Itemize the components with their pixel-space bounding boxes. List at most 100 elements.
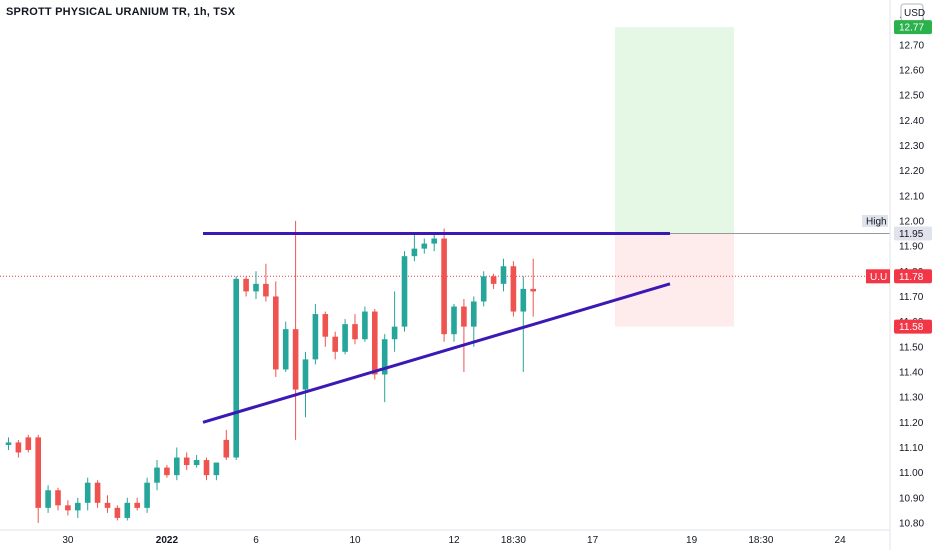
candle-body (461, 306, 467, 327)
candle-body (94, 482, 101, 503)
candle-body (35, 437, 41, 508)
y-tick-label: 11.30 (899, 393, 924, 404)
y-tick-label: 11.50 (899, 342, 924, 353)
x-tick-label: 10 (349, 535, 361, 546)
x-tick-label: 6 (253, 535, 259, 546)
candle-body (183, 457, 190, 466)
y-tick-label: 12.00 (899, 216, 924, 227)
candle-body (154, 467, 160, 483)
candle-body (263, 283, 269, 297)
candle-body (5, 442, 12, 445)
target-price-tag-bg (894, 20, 932, 35)
candle-body (233, 278, 239, 458)
x-tick-label: 30 (62, 535, 74, 546)
y-tick-label: 11.40 (899, 367, 924, 378)
candle-body (75, 502, 81, 511)
symbol-label: U.U (870, 272, 887, 283)
chart-title: SPROTT PHYSICAL URANIUM TR, 1h, TSX (6, 6, 236, 18)
high-price-tag-bg (894, 226, 932, 241)
candle-body (411, 248, 418, 257)
y-tick-label: 12.50 (899, 91, 924, 102)
last-price-tag-text: 11.78 (899, 272, 924, 283)
currency-label: USD (904, 8, 925, 19)
candle-body (124, 502, 131, 518)
y-tick-label: 11.00 (899, 468, 924, 479)
candle-body (421, 243, 428, 249)
candle-body (203, 460, 210, 476)
last-price-tag-bg (894, 269, 932, 284)
candle-body (25, 437, 32, 450)
candle-body (164, 467, 170, 476)
candle-body (223, 439, 230, 458)
candle-body (500, 266, 507, 284)
y-tick-label: 11.20 (899, 418, 924, 429)
x-tick-label: 19 (686, 535, 698, 546)
candle-body (193, 460, 200, 466)
candle-body (431, 238, 437, 244)
x-tick-label: 18:30 (748, 535, 773, 546)
x-tick-label: 18:30 (501, 535, 526, 546)
high-label-bg (862, 214, 888, 227)
high-label: High (866, 216, 887, 227)
candle-body (451, 306, 457, 335)
candle-body (273, 296, 279, 370)
candle-body (520, 288, 527, 312)
candle-body (15, 442, 22, 453)
symbol-label-bg (866, 269, 890, 284)
candle-body (213, 462, 220, 476)
x-tick-label: 24 (835, 535, 847, 546)
y-tick-label: 10.80 (899, 518, 924, 529)
candle-body (84, 482, 91, 503)
candle-body (322, 314, 329, 337)
candle-body (401, 256, 408, 327)
candle-body (282, 329, 289, 370)
candle-body (530, 288, 536, 292)
y-tick-label: 12.40 (899, 116, 924, 127)
y-tick-label: 12.20 (899, 166, 924, 177)
x-tick-label: 2022 (156, 535, 179, 546)
stop-zone (615, 233, 734, 327)
candle-body (352, 324, 358, 340)
y-tick-label: 12.30 (899, 141, 924, 152)
candle-body (332, 336, 338, 352)
candle-body (441, 238, 447, 335)
candle-body (471, 301, 477, 327)
candle-body (510, 266, 517, 312)
candle-body (134, 502, 140, 508)
y-tick-label: 10.90 (899, 493, 924, 504)
candle-body (45, 490, 51, 508)
candle-body (114, 507, 121, 518)
candle-body (302, 359, 309, 390)
candle-body (372, 311, 378, 375)
x-tick-label: 17 (587, 535, 599, 546)
candle-body (391, 326, 398, 340)
candle-body (362, 311, 368, 340)
target-price-tag-text: 12.77 (899, 23, 924, 34)
candle-body (381, 339, 388, 375)
support-trendline[interactable] (202, 282, 671, 424)
y-tick-label: 11.90 (899, 242, 924, 253)
high-price-tag-text: 11.95 (899, 229, 924, 240)
candle-body (490, 276, 497, 284)
y-tick-label: 11.10 (899, 443, 924, 454)
candle-body (480, 276, 487, 302)
candle-body (104, 502, 111, 508)
stop-price-tag-bg (894, 319, 932, 334)
stop-price-tag-text: 11.58 (899, 322, 924, 333)
candle-body (342, 324, 348, 352)
y-tick-label: 12.70 (899, 40, 924, 51)
x-tick-label: 12 (448, 535, 460, 546)
candle-body (312, 314, 319, 360)
candle-body (55, 490, 61, 506)
candle-body (253, 283, 259, 292)
y-tick-label: 12.60 (899, 65, 924, 76)
y-tick-label: 12.10 (899, 191, 924, 202)
candle-body (65, 505, 71, 511)
candle-body (292, 329, 299, 390)
y-tick-label: 11.70 (899, 292, 924, 303)
candle-body (144, 482, 150, 508)
candle-body (174, 457, 180, 476)
target-zone (615, 27, 734, 234)
candle-body (243, 278, 249, 292)
